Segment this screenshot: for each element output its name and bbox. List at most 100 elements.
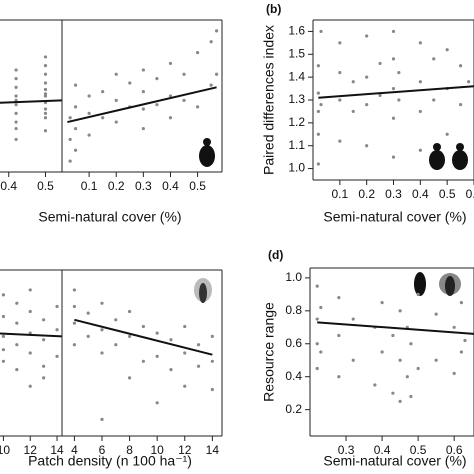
y-tick-label: 0.2	[285, 402, 302, 416]
data-point	[338, 139, 342, 143]
data-point	[114, 120, 118, 124]
data-point	[43, 72, 48, 76]
x-axis-label: Semi-natural cover (%)	[38, 209, 181, 225]
data-point	[315, 342, 319, 346]
data-point	[28, 351, 32, 355]
y-axis-label: Resource range	[261, 302, 277, 402]
data-point	[319, 29, 323, 34]
x-tick-label: 0.2	[358, 187, 375, 201]
data-point	[209, 40, 213, 44]
data-point	[15, 368, 19, 372]
data-point	[28, 331, 32, 335]
x-tick-label: 14	[206, 443, 220, 457]
data-point	[210, 359, 214, 363]
data-point	[141, 90, 145, 94]
data-point	[391, 29, 396, 34]
data-point	[338, 41, 342, 45]
data-point	[432, 98, 436, 102]
data-point	[155, 103, 159, 107]
y-tick-label: 1.0	[288, 161, 305, 175]
data-point	[168, 61, 173, 66]
data-point	[73, 83, 78, 87]
data-point	[127, 376, 132, 380]
data-point	[398, 399, 402, 404]
data-point	[445, 48, 449, 52]
data-point	[210, 334, 214, 338]
data-point	[141, 324, 145, 329]
x-tick-label: 0.3	[338, 443, 355, 457]
x-tick-label: 0.4	[412, 187, 429, 201]
data-point	[467, 80, 471, 84]
data-point	[316, 109, 320, 114]
x-tick-label: 10	[0, 443, 10, 457]
data-point	[337, 375, 341, 379]
x-tick-label: 4	[71, 443, 78, 457]
data-point	[86, 311, 90, 315]
data-point	[114, 318, 118, 322]
data-point	[196, 364, 201, 368]
x-tick-label: 0.2	[108, 179, 125, 193]
trend-line	[318, 85, 474, 99]
data-point	[101, 116, 105, 120]
x-tick-label: 14	[50, 443, 64, 457]
data-point	[87, 111, 91, 115]
trend-line	[0, 99, 63, 104]
data-point	[214, 72, 219, 76]
trend-line	[317, 321, 474, 335]
data-point	[1, 314, 6, 319]
data-point	[114, 343, 118, 347]
data-point	[316, 132, 320, 136]
beetle-icons	[429, 143, 468, 170]
x-axis-label: Patch density (n 100 ha⁻¹)	[28, 453, 192, 469]
data-point	[452, 371, 456, 376]
data-point	[1, 348, 6, 352]
y-tick-label: 1.0	[285, 270, 302, 284]
data-point	[458, 102, 463, 107]
x-axis-label: Semi-natural cover (%)	[323, 453, 466, 469]
data-point	[1, 293, 6, 297]
data-point	[73, 126, 78, 131]
data-point	[351, 358, 355, 362]
data-point	[1, 359, 6, 363]
data-point	[319, 305, 323, 310]
data-point	[15, 301, 19, 305]
data-point	[43, 111, 48, 115]
data-point	[418, 80, 422, 84]
data-point	[42, 318, 46, 322]
data-point	[43, 129, 48, 133]
data-point	[100, 301, 104, 305]
data-point	[14, 111, 18, 115]
data-point	[351, 317, 355, 321]
data-point	[72, 288, 77, 292]
data-point	[195, 105, 200, 109]
x-tick-label: 0.5	[439, 187, 456, 201]
x-tick-label: 0.3	[135, 179, 152, 193]
data-point	[14, 85, 18, 89]
data-point	[315, 366, 319, 371]
data-point	[72, 343, 77, 347]
data-point	[73, 105, 78, 109]
y-tick-label: 1.3	[288, 92, 305, 106]
data-point	[214, 29, 219, 33]
data-point	[210, 387, 214, 392]
data-point	[127, 334, 132, 338]
data-point	[196, 343, 201, 347]
trend-line	[67, 86, 217, 124]
data-point	[391, 57, 396, 61]
data-point	[14, 137, 18, 142]
y-tick-label: 0.6	[285, 336, 302, 350]
data-point	[416, 366, 420, 371]
data-point	[1, 334, 6, 338]
data-point	[42, 338, 46, 342]
data-point	[418, 109, 422, 114]
data-point	[141, 68, 145, 72]
data-point	[14, 77, 18, 81]
x-tick-label: 8	[126, 443, 133, 457]
trend-line	[0, 332, 63, 338]
data-point	[86, 334, 90, 338]
data-point	[141, 359, 145, 363]
data-point	[114, 72, 118, 76]
data-point	[14, 120, 18, 124]
data-point	[418, 41, 422, 45]
